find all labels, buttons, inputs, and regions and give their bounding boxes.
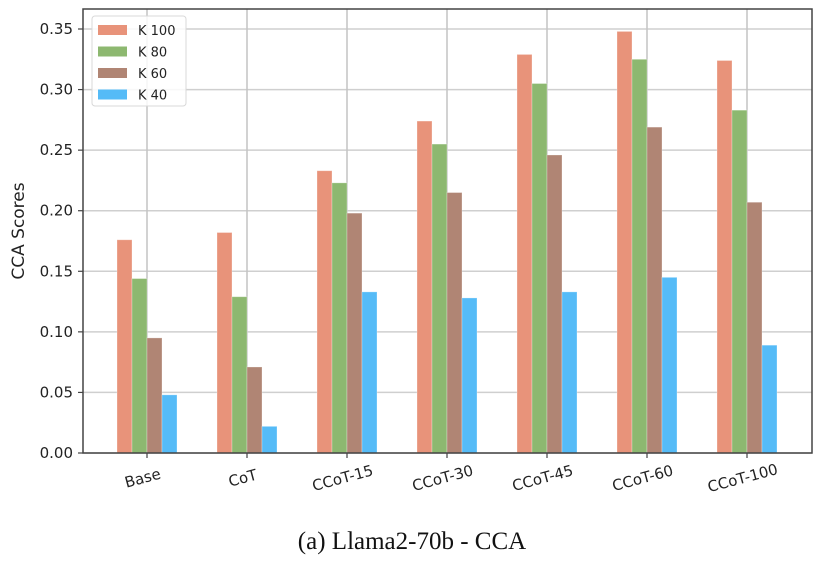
bars: [116, 31, 778, 454]
bar-k60-ccot-60: [646, 126, 663, 454]
bar-chart: 0.00 0.05 0.10 0.15 0.20 0.25 0.30 0.35 Base CoT…: [9, 8, 813, 496]
x-tick-label: CCoT-100: [706, 460, 780, 496]
legend-label: K 80: [138, 46, 167, 61]
legend-swatch: [98, 68, 127, 78]
x-tick-label: CCoT-45: [510, 461, 575, 495]
bar-k100-ccot-100: [716, 60, 733, 454]
legend-swatch: [98, 46, 127, 57]
y-tick-label: 0.15: [40, 262, 73, 280]
bar-k100-base: [116, 239, 133, 454]
bar-k100-ccot-60: [616, 31, 633, 454]
figure-caption: (a) Llama2-70b - CCA: [297, 528, 527, 555]
y-tick-label: 0.35: [40, 20, 73, 38]
legend-label: K 100: [138, 24, 175, 39]
y-tick-label: 0.00: [40, 444, 73, 462]
bar-k60-ccot-45: [546, 154, 563, 454]
bar-k40-base: [161, 394, 178, 454]
legend-label: K 60: [138, 67, 167, 82]
bar-k80-ccot-60: [631, 58, 648, 454]
y-tick-label: 0.30: [40, 81, 73, 99]
bar-k60-ccot-15: [346, 212, 363, 454]
bar-k60-ccot-30: [446, 192, 463, 454]
bar-k40-ccot-60: [661, 276, 678, 454]
y-tick-label: 0.20: [40, 202, 73, 220]
bar-k60-ccot-100: [746, 201, 763, 454]
x-axis-ticks: Base CoT CCoT-15 CCoT-30 CCoT-45 CCoT-60 CCoT-…: [123, 453, 780, 496]
x-tick-label: CCoT-15: [310, 461, 375, 495]
bar-k40-ccot-100: [761, 344, 778, 454]
bar-k40-ccot-30: [461, 297, 478, 454]
y-tick-label: 0.05: [40, 383, 73, 401]
y-tick-label: 0.25: [40, 141, 73, 159]
bar-k100-cot: [216, 232, 233, 454]
bar-k100-ccot-30: [416, 120, 433, 454]
legend: K 100 K 80 K 60 K 40: [91, 15, 187, 107]
legend-box: [91, 15, 187, 107]
bar-k40-ccot-15: [361, 291, 378, 454]
bar-k80-base: [131, 278, 148, 454]
bar-k100-ccot-45: [516, 54, 533, 454]
bar-k60-base: [146, 337, 163, 454]
bar-k80-ccot-100: [731, 109, 748, 454]
x-tick-label: CCoT-30: [410, 461, 475, 495]
bar-k80-ccot-30: [431, 143, 448, 454]
bar-k40-ccot-45: [561, 291, 578, 454]
legend-label: K 40: [138, 89, 167, 104]
y-tick-label: 0.10: [40, 323, 73, 341]
bar-k80-ccot-15: [331, 182, 348, 454]
x-tick-label: CoT: [226, 466, 259, 491]
legend-swatch: [98, 89, 127, 100]
bar-k40-cot: [261, 425, 278, 454]
bar-k80-cot: [231, 296, 248, 454]
bar-k60-cot: [246, 366, 263, 454]
legend-swatch: [98, 25, 127, 35]
y-axis-label: CCA Scores: [9, 182, 29, 279]
y-axis-ticks: 0.00 0.05 0.10 0.15 0.20 0.25 0.30 0.35: [40, 20, 83, 462]
bar-k80-ccot-45: [531, 83, 548, 454]
x-tick-label: Base: [123, 465, 163, 492]
x-tick-label: CCoT-60: [610, 461, 675, 495]
bar-k100-ccot-15: [316, 170, 333, 454]
